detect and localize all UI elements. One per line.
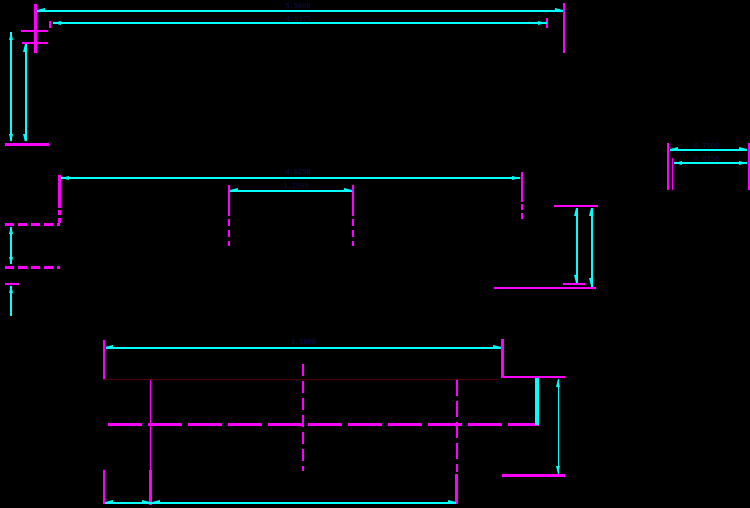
dimension-line-step-a <box>575 208 578 283</box>
extension-tick-top-left <box>48 20 51 28</box>
dimension-line-bottom-width <box>106 346 501 349</box>
extension-line-small-h <box>5 283 19 285</box>
arrowhead-icon <box>104 500 113 505</box>
dimension-line-bottom-chain <box>105 501 456 504</box>
arrowhead-icon <box>53 20 61 25</box>
extension-line-right-c <box>747 143 750 190</box>
center-line-vertical-2 <box>301 364 304 471</box>
arrowhead-icon <box>8 257 13 265</box>
dimension-line-right-2 <box>674 162 747 164</box>
dimension-line-top-2 <box>53 22 547 24</box>
arrowhead-icon <box>493 345 501 349</box>
extension-line-width-left <box>103 340 105 379</box>
dimension-label: 4.9375 <box>285 15 312 23</box>
dimension-label: 4.6250 <box>285 168 311 176</box>
dimension-label: 5.5000 <box>285 2 311 10</box>
extension-line-dashed-h2 <box>5 266 60 269</box>
extension-line-height-bottom <box>501 474 565 477</box>
extension-line-width-right <box>501 339 504 376</box>
dimension-line-mid-long <box>61 177 520 179</box>
dimension-line-depth-thick <box>535 378 539 425</box>
extension-line-slot-right <box>351 185 354 216</box>
arrowhead-icon <box>512 175 520 180</box>
extension-line-bottom-chain-left <box>103 470 105 504</box>
arrowhead-icon <box>61 175 69 180</box>
arrowhead-icon <box>538 20 546 25</box>
dimension-line-left-1 <box>10 32 12 141</box>
extension-line-bottom-left-rail <box>5 142 49 146</box>
dimension-line-step-b <box>590 208 593 287</box>
dimension-label: 0.7500 <box>693 142 720 150</box>
extension-line-cross-vertical <box>33 4 37 53</box>
arrowhead-icon <box>739 147 747 151</box>
dimension-line-left-small <box>10 227 12 264</box>
center-line-vertical-3 <box>455 380 458 472</box>
arrowhead-icon <box>8 226 13 234</box>
dimension-line-mid-short <box>230 189 352 192</box>
extension-line-right-a <box>667 143 669 190</box>
arrowhead-icon <box>37 8 45 12</box>
arrowhead-icon <box>8 133 13 142</box>
arrowhead-icon <box>230 188 238 192</box>
extension-line-slot-left-dashed <box>227 219 230 246</box>
extension-line-mid-left-dashed <box>57 210 61 224</box>
arrowhead-icon <box>574 207 578 216</box>
arrowhead-icon <box>105 345 113 349</box>
dimension-label: 1.2500 <box>283 182 309 190</box>
dimension-label: 0.6250 <box>693 155 720 163</box>
center-line-horizontal <box>108 423 539 426</box>
center-line-vertical-3-lower <box>455 474 458 504</box>
arrowhead-icon <box>589 207 593 216</box>
arrowhead-icon <box>23 133 27 142</box>
leader-line-left <box>10 286 12 316</box>
dimension-label: 3.5000 <box>290 338 317 346</box>
arrowhead-icon <box>23 44 27 52</box>
arrowhead-icon <box>555 465 560 474</box>
dimension-line-right-1 <box>670 148 747 151</box>
extension-line-mid-left <box>57 175 61 208</box>
arrowhead-icon <box>670 147 678 151</box>
arrowhead-icon <box>555 378 560 387</box>
dimension-line-top-1 <box>37 9 563 12</box>
extension-line-mid-right <box>520 172 523 202</box>
extension-line-top-rail-1 <box>21 29 48 32</box>
extension-line-part-top-right <box>501 376 565 378</box>
extension-line-slot-left <box>227 185 230 216</box>
extension-line-mid-right-dashed <box>520 204 523 221</box>
arrowhead-icon <box>574 274 578 283</box>
arrowhead-icon <box>8 32 13 40</box>
arrowhead-icon <box>589 278 593 286</box>
extension-line-top-right <box>562 3 565 53</box>
dimension-line-left-2 <box>24 44 27 141</box>
extension-line-dashed-h1 <box>5 223 60 226</box>
arrowhead-icon <box>8 284 13 293</box>
arrowhead-icon <box>141 500 150 505</box>
extension-line-top-rail-2 <box>22 42 48 44</box>
extension-line-slot-right-dashed <box>351 219 354 246</box>
extension-line-step-edge-b <box>494 286 596 289</box>
extension-line-right-b <box>671 158 673 190</box>
extension-line-bottom-chain-mid <box>148 470 152 505</box>
part-top-edge-line <box>103 378 498 380</box>
extension-line-step-top <box>554 204 598 207</box>
arrowhead-icon <box>151 500 160 505</box>
extension-line-step-edge-a <box>563 283 585 285</box>
arrowhead-icon <box>674 160 682 165</box>
dimension-line-height <box>557 379 559 474</box>
arrowhead-icon <box>739 160 747 165</box>
arrowhead-icon <box>554 8 563 12</box>
arrowhead-icon <box>344 188 352 192</box>
extension-tick-top-right <box>546 18 548 28</box>
arrowhead-icon <box>448 500 456 505</box>
